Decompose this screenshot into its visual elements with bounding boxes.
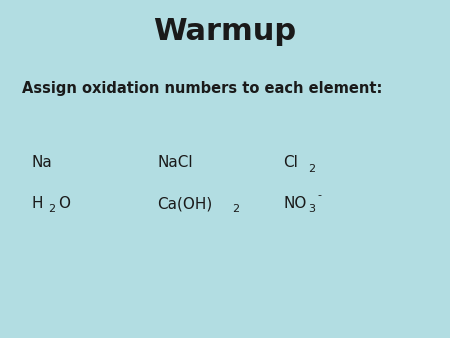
Text: Ca(OH): Ca(OH) — [158, 196, 213, 211]
Text: Warmup: Warmup — [153, 17, 297, 46]
Text: 2: 2 — [49, 204, 56, 215]
Text: -: - — [317, 190, 321, 200]
Text: H: H — [32, 196, 43, 211]
Text: Na: Na — [32, 155, 52, 170]
Text: NaCl: NaCl — [158, 155, 193, 170]
Text: Assign oxidation numbers to each element:: Assign oxidation numbers to each element… — [22, 81, 383, 96]
Text: 2: 2 — [232, 204, 239, 215]
Text: O: O — [58, 196, 71, 211]
Text: 2: 2 — [308, 164, 315, 174]
Text: NO: NO — [284, 196, 307, 211]
Text: 3: 3 — [308, 204, 315, 215]
Text: Cl: Cl — [284, 155, 298, 170]
